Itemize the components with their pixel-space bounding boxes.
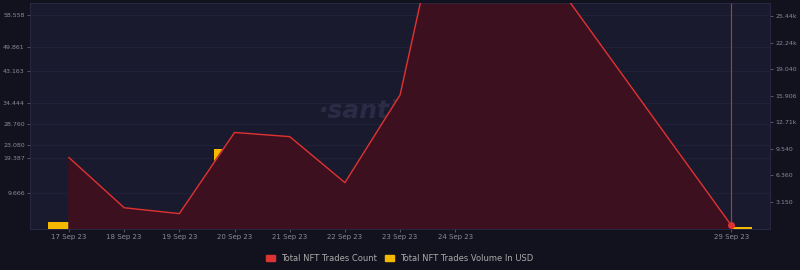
Bar: [269, 192, 310, 229]
Legend: Total NFT Trades Count, Total NFT Trades Volume In USD: Total NFT Trades Count, Total NFT Trades…: [264, 252, 536, 266]
Text: ·santiment·: ·santiment·: [319, 99, 481, 123]
Bar: [158, 226, 200, 229]
Bar: [379, 214, 421, 229]
Bar: [214, 148, 255, 229]
Bar: [710, 227, 752, 229]
Bar: [324, 209, 366, 229]
Bar: [434, 21, 476, 229]
Bar: [103, 228, 145, 229]
Bar: [48, 222, 90, 229]
